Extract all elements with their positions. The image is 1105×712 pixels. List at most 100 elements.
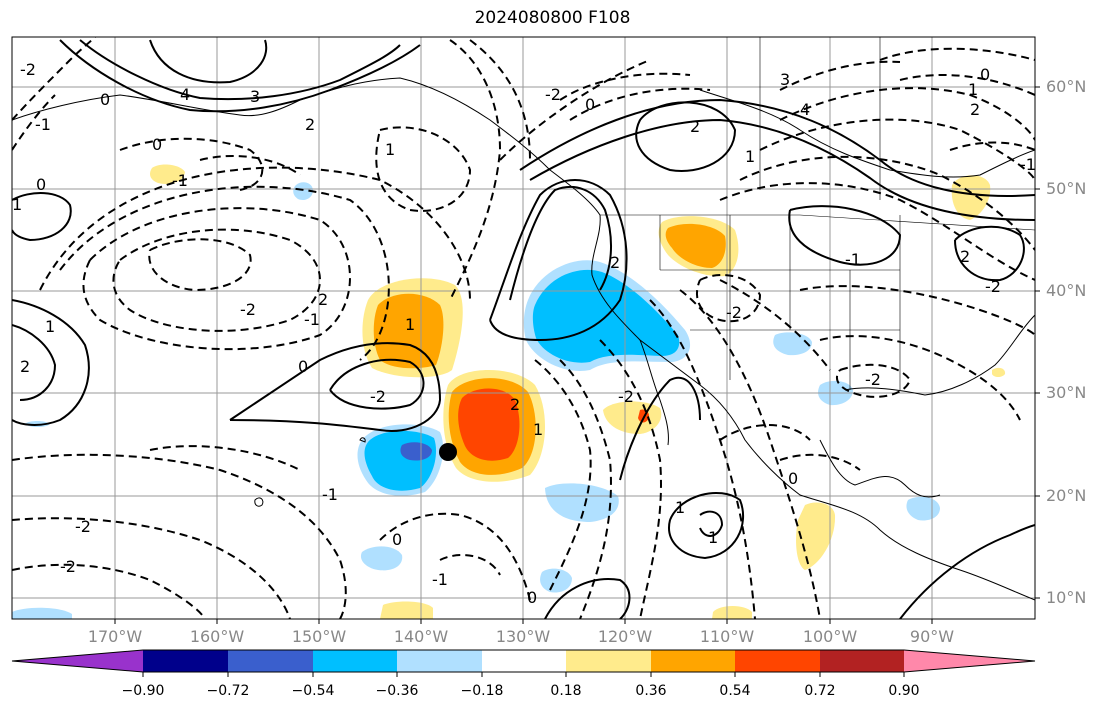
contour-label: 2 bbox=[318, 290, 328, 309]
contour-label: 1 bbox=[745, 147, 755, 166]
contour-label: -2 bbox=[370, 387, 386, 406]
lat-label: 60°N bbox=[1046, 77, 1087, 96]
contour-label: 0 bbox=[392, 530, 402, 549]
contour-label: 3 bbox=[780, 70, 790, 89]
lat-label: 30°N bbox=[1046, 383, 1087, 402]
storm-center-marker bbox=[439, 443, 457, 461]
colorbar-bin bbox=[143, 650, 228, 672]
colorbar-bin bbox=[397, 650, 482, 672]
coastlines bbox=[12, 77, 1035, 601]
colorbar-bin bbox=[566, 650, 651, 672]
positive-anomaly-area bbox=[665, 223, 726, 268]
contour-label: 2 bbox=[960, 247, 970, 266]
contour-label: 2 bbox=[610, 253, 620, 272]
contour-label: 0 bbox=[788, 469, 798, 488]
contour-label: -1 bbox=[1020, 155, 1036, 174]
colorbar-tick-label: −0.54 bbox=[291, 683, 335, 699]
contour-label: -1 bbox=[322, 485, 338, 504]
contour-label: -2 bbox=[20, 60, 36, 79]
colorbar-tick-label: 0.36 bbox=[635, 683, 667, 699]
contour-label: 0 bbox=[298, 357, 308, 376]
contour-label: -1 bbox=[304, 310, 320, 329]
colorbar-bin bbox=[228, 650, 313, 672]
colorbar-extend-min bbox=[12, 650, 143, 672]
contour-label: 1 bbox=[12, 195, 22, 214]
negative-anomaly-area bbox=[545, 483, 619, 522]
contour-labels: 4 3 2 1 0 -1 -2 2 1 0 -1 -2 2 1 -2 -2 2 … bbox=[12, 60, 1036, 607]
contour-label: -1 bbox=[35, 115, 51, 134]
contour-label: -1 bbox=[172, 171, 188, 190]
lon-label: 110°W bbox=[699, 627, 755, 646]
positive-anomaly-area bbox=[712, 606, 752, 619]
contour-label: -2 bbox=[60, 557, 76, 576]
lat-label: 20°N bbox=[1046, 486, 1087, 505]
contour-label: 2 bbox=[970, 100, 980, 119]
lat-label: 40°N bbox=[1046, 281, 1087, 300]
positive-anomaly-area bbox=[380, 601, 433, 619]
colorbar-tick-label: −0.18 bbox=[460, 683, 504, 699]
contour-label: 2 bbox=[690, 117, 700, 136]
colorbar-extend-max bbox=[904, 650, 1035, 672]
colorbar-tick-label: 0.54 bbox=[719, 683, 751, 699]
colorbar-bin bbox=[313, 650, 397, 672]
negative-anomaly-area bbox=[400, 442, 432, 461]
map-title: 2024080800 F108 bbox=[474, 8, 631, 28]
positive-anomaly-area bbox=[603, 401, 662, 434]
contour-label: 1 bbox=[533, 420, 543, 439]
contour-label: -2 bbox=[240, 300, 256, 319]
negative-anomaly-area bbox=[773, 332, 812, 356]
positive-anomaly-area bbox=[796, 502, 836, 570]
contour-label: 0 bbox=[36, 175, 46, 194]
negative-anomaly-area bbox=[293, 182, 313, 200]
tick-marks bbox=[114, 86, 1040, 624]
contour-label: 0 bbox=[585, 95, 595, 114]
lat-label: 50°N bbox=[1046, 179, 1087, 198]
lon-label: 150°W bbox=[291, 627, 347, 646]
contour-label: 1 bbox=[45, 317, 55, 336]
positive-anomaly-area bbox=[373, 293, 444, 369]
contour-label: -2 bbox=[865, 370, 881, 389]
contour-label: 1 bbox=[968, 80, 978, 99]
lon-label: 140°W bbox=[393, 627, 449, 646]
contour-label: 4 bbox=[800, 100, 810, 119]
lon-label: 90°W bbox=[909, 627, 955, 646]
colorbar-tick-label: 0.18 bbox=[550, 683, 582, 699]
contour-label: 2 bbox=[20, 357, 30, 376]
contour-label: 1 bbox=[708, 528, 718, 547]
colorbar-bin bbox=[820, 650, 904, 672]
contour-label: 3 bbox=[250, 87, 260, 106]
negative-anomaly-area bbox=[12, 607, 72, 619]
colorbar-tick-label: 0.90 bbox=[888, 683, 920, 699]
contour-label: 1 bbox=[405, 315, 415, 334]
lat-label: 10°N bbox=[1046, 588, 1087, 607]
positive-anomaly-area bbox=[951, 175, 991, 220]
colorbar-tick-label: 0.72 bbox=[804, 683, 836, 699]
colorbar-bin bbox=[651, 650, 735, 672]
contour-label: -2 bbox=[985, 277, 1001, 296]
contour-label: 2 bbox=[510, 395, 520, 414]
contour-label: 0 bbox=[152, 135, 162, 154]
positive-anomaly-area bbox=[458, 388, 520, 461]
lon-label: 160°W bbox=[189, 627, 245, 646]
colorbar-bin bbox=[482, 650, 566, 672]
colorbar-tick-label: −0.72 bbox=[206, 683, 250, 699]
contour-label: 0 bbox=[527, 588, 537, 607]
colorbar-bin bbox=[735, 650, 820, 672]
contour-label: 4 bbox=[180, 85, 190, 104]
colorbar-tick-label: −0.90 bbox=[121, 683, 165, 699]
contour-label: -2 bbox=[726, 303, 742, 322]
positive-anomaly-area bbox=[992, 367, 1006, 377]
contour-label: -2 bbox=[545, 85, 561, 104]
lon-label: 170°W bbox=[87, 627, 143, 646]
negative-anomaly-area bbox=[360, 546, 403, 571]
contour-label: 0 bbox=[100, 90, 110, 109]
lon-label: 100°W bbox=[802, 627, 858, 646]
lon-label: 120°W bbox=[597, 627, 653, 646]
contour-label: -2 bbox=[618, 387, 634, 406]
contour-label: 0 bbox=[980, 65, 990, 84]
contour-label: 1 bbox=[385, 140, 395, 159]
negative-anomaly-area bbox=[540, 568, 572, 593]
lon-label: 130°W bbox=[495, 627, 551, 646]
contour-label: -1 bbox=[845, 250, 861, 269]
